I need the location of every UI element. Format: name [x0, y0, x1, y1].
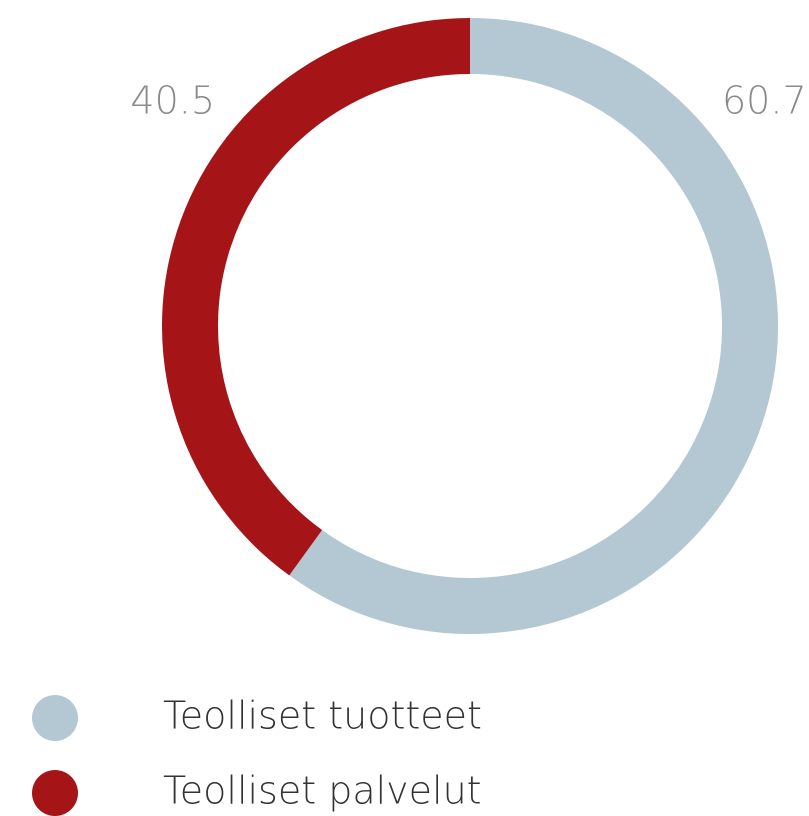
- legend-swatch: [32, 770, 78, 816]
- value-label: 60.7: [722, 79, 807, 123]
- donut-segment: [162, 18, 471, 576]
- donut-segment: [289, 18, 778, 634]
- value-label: 40.5: [130, 79, 215, 123]
- legend-swatch: [32, 695, 78, 741]
- legend-label: Teolliset tuotteet: [163, 694, 482, 738]
- legend-label: Teolliset palvelut: [163, 769, 482, 813]
